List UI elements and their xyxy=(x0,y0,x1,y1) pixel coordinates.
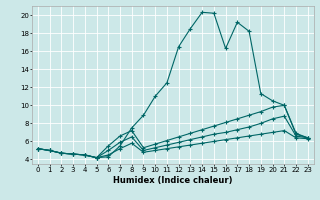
X-axis label: Humidex (Indice chaleur): Humidex (Indice chaleur) xyxy=(113,176,233,185)
